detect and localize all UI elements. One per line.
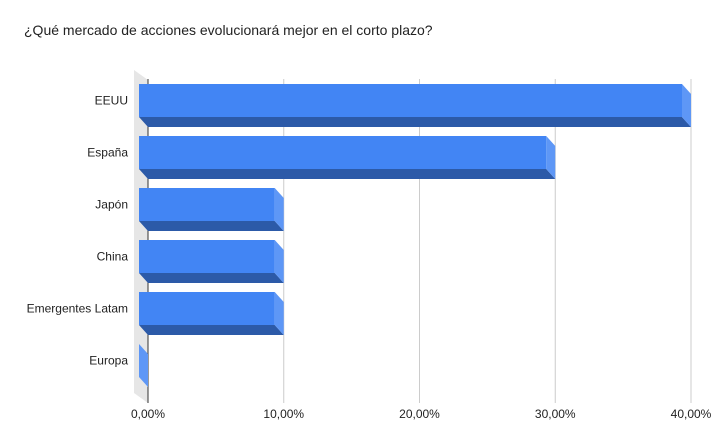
category-label: EEUU — [95, 94, 128, 108]
bar — [139, 136, 556, 179]
bar-side-face — [274, 240, 284, 283]
category-label: Emergentes Latam — [27, 302, 128, 316]
bar — [139, 188, 284, 231]
bar-front-face — [139, 240, 275, 273]
bar-bottom-face — [139, 117, 691, 127]
bar-front-face — [139, 292, 275, 325]
bar-front-face — [139, 84, 682, 117]
category-label: China — [97, 250, 129, 264]
bar-side-face — [682, 84, 691, 127]
bar-side-face — [274, 188, 284, 231]
bar-front-face — [139, 188, 275, 221]
x-tick-label: 40,00% — [671, 407, 712, 421]
category-label: España — [87, 146, 128, 160]
bar — [139, 84, 691, 127]
x-tick-label: 10,00% — [263, 407, 304, 421]
x-tick-label: 0,00% — [131, 407, 165, 421]
chart-title: ¿Qué mercado de acciones evolucionará me… — [24, 22, 433, 38]
bar — [139, 344, 148, 387]
category-label: Japón — [95, 198, 128, 212]
bars — [139, 84, 691, 387]
bar-bottom-face — [139, 221, 284, 231]
x-axis-tick-labels: 0,00% 10,00% 20,00% 30,00% 40,00% — [131, 407, 712, 421]
bar-bottom-face — [139, 169, 556, 179]
bar-bottom-face — [139, 325, 284, 335]
bar — [139, 240, 284, 283]
x-tick-label: 30,00% — [535, 407, 576, 421]
x-tick-label: 20,00% — [399, 407, 440, 421]
bar-bottom-face — [139, 273, 284, 283]
bar-side-face — [546, 136, 556, 179]
bar — [139, 292, 284, 335]
bar-front-face — [139, 136, 547, 169]
bar-side-face — [274, 292, 284, 335]
bar-side-face — [139, 344, 148, 387]
category-label: Europa — [89, 354, 128, 368]
category-labels: EEUU España Japón China Emergentes Latam Euro… — [27, 94, 129, 368]
